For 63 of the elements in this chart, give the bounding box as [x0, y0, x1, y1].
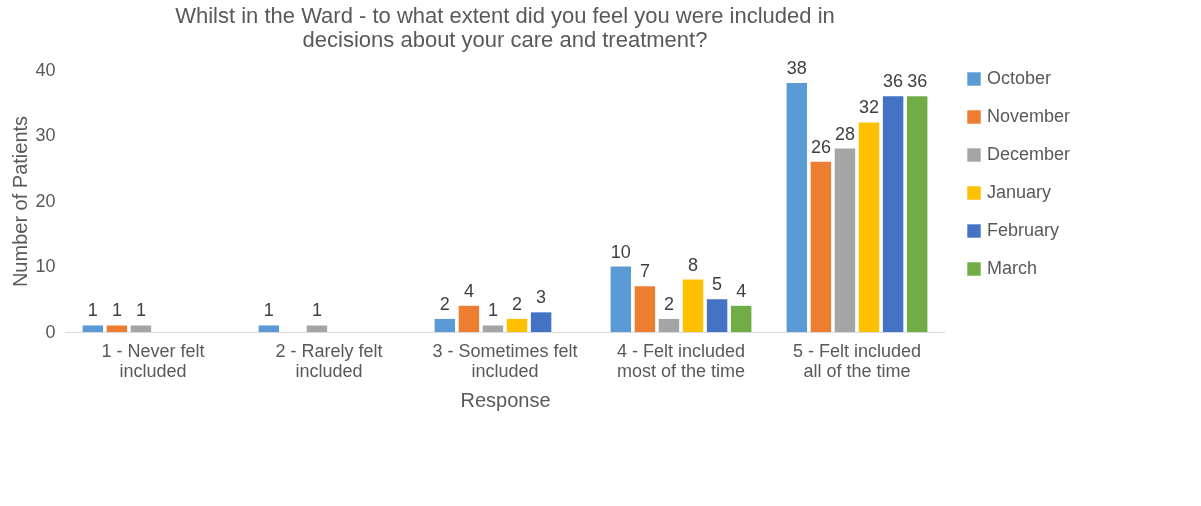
bar — [906, 96, 928, 332]
bar — [882, 96, 904, 332]
bar — [810, 161, 832, 332]
bar — [106, 325, 128, 332]
legend-label: March — [987, 258, 1038, 278]
data-label: 36 — [907, 71, 928, 92]
data-label: 38 — [786, 58, 807, 79]
x-axis-title: Response — [460, 388, 551, 411]
data-label: 4 — [736, 280, 747, 301]
bar — [258, 325, 280, 332]
y-tick-label: 20 — [35, 190, 56, 211]
y-tick-label: 0 — [45, 321, 56, 342]
bar — [786, 83, 808, 332]
x-tick-label: 2 - Rarely felt included — [275, 340, 383, 381]
data-label: 26 — [810, 136, 831, 157]
x-tick-label: 1 - Never felt included — [101, 340, 205, 381]
bar — [610, 266, 632, 332]
data-label: 1 — [487, 300, 498, 321]
data-label: 36 — [883, 71, 904, 92]
bar — [434, 318, 456, 332]
bar — [634, 286, 656, 332]
data-label: 28 — [834, 123, 855, 144]
data-label: 1 — [311, 300, 322, 321]
bar — [306, 325, 328, 332]
data-label: 5 — [712, 274, 723, 295]
data-label: 8 — [688, 254, 699, 275]
data-label: 2 — [439, 293, 450, 314]
data-label: 2 — [512, 293, 523, 314]
bar — [658, 318, 680, 332]
data-label: 1 — [263, 300, 274, 321]
bar — [530, 312, 552, 332]
data-label: 3 — [536, 287, 547, 308]
x-tick-label: 5 - Felt included all of the time — [792, 340, 922, 381]
bar — [858, 122, 880, 332]
x-tick-label: 3 - Sometimes felt included — [432, 340, 578, 381]
data-label: 1 — [135, 300, 146, 321]
y-tick-label: 40 — [35, 59, 56, 80]
data-label: 2 — [663, 293, 674, 314]
legend-label: December — [987, 144, 1071, 164]
data-label: 32 — [859, 97, 880, 118]
x-tick-label: 4 - Felt included most of the time — [616, 340, 746, 381]
y-axis-title: Number of Patients — [9, 115, 32, 288]
legend-label: February — [987, 220, 1060, 240]
chart-title: Whilst in the Ward - to what extent did you feel you were included in decisions about your care and treatment? — [175, 3, 835, 53]
bar — [834, 148, 856, 332]
data-label: 10 — [610, 241, 631, 262]
legend-label: January — [987, 182, 1052, 202]
bar — [130, 325, 152, 332]
bar — [506, 318, 528, 332]
bar — [82, 325, 104, 332]
bar — [682, 279, 704, 332]
data-label: 1 — [87, 300, 98, 321]
bar — [730, 305, 752, 332]
y-tick-label: 10 — [35, 256, 56, 276]
legend-label: November — [987, 106, 1071, 126]
data-label: 1 — [111, 300, 122, 321]
bar — [458, 305, 480, 332]
data-label: 4 — [463, 280, 474, 301]
bar — [706, 299, 728, 332]
y-tick-label: 30 — [35, 125, 56, 145]
bar — [482, 325, 504, 332]
legend-label: October — [987, 68, 1052, 88]
data-label: 7 — [639, 261, 650, 282]
